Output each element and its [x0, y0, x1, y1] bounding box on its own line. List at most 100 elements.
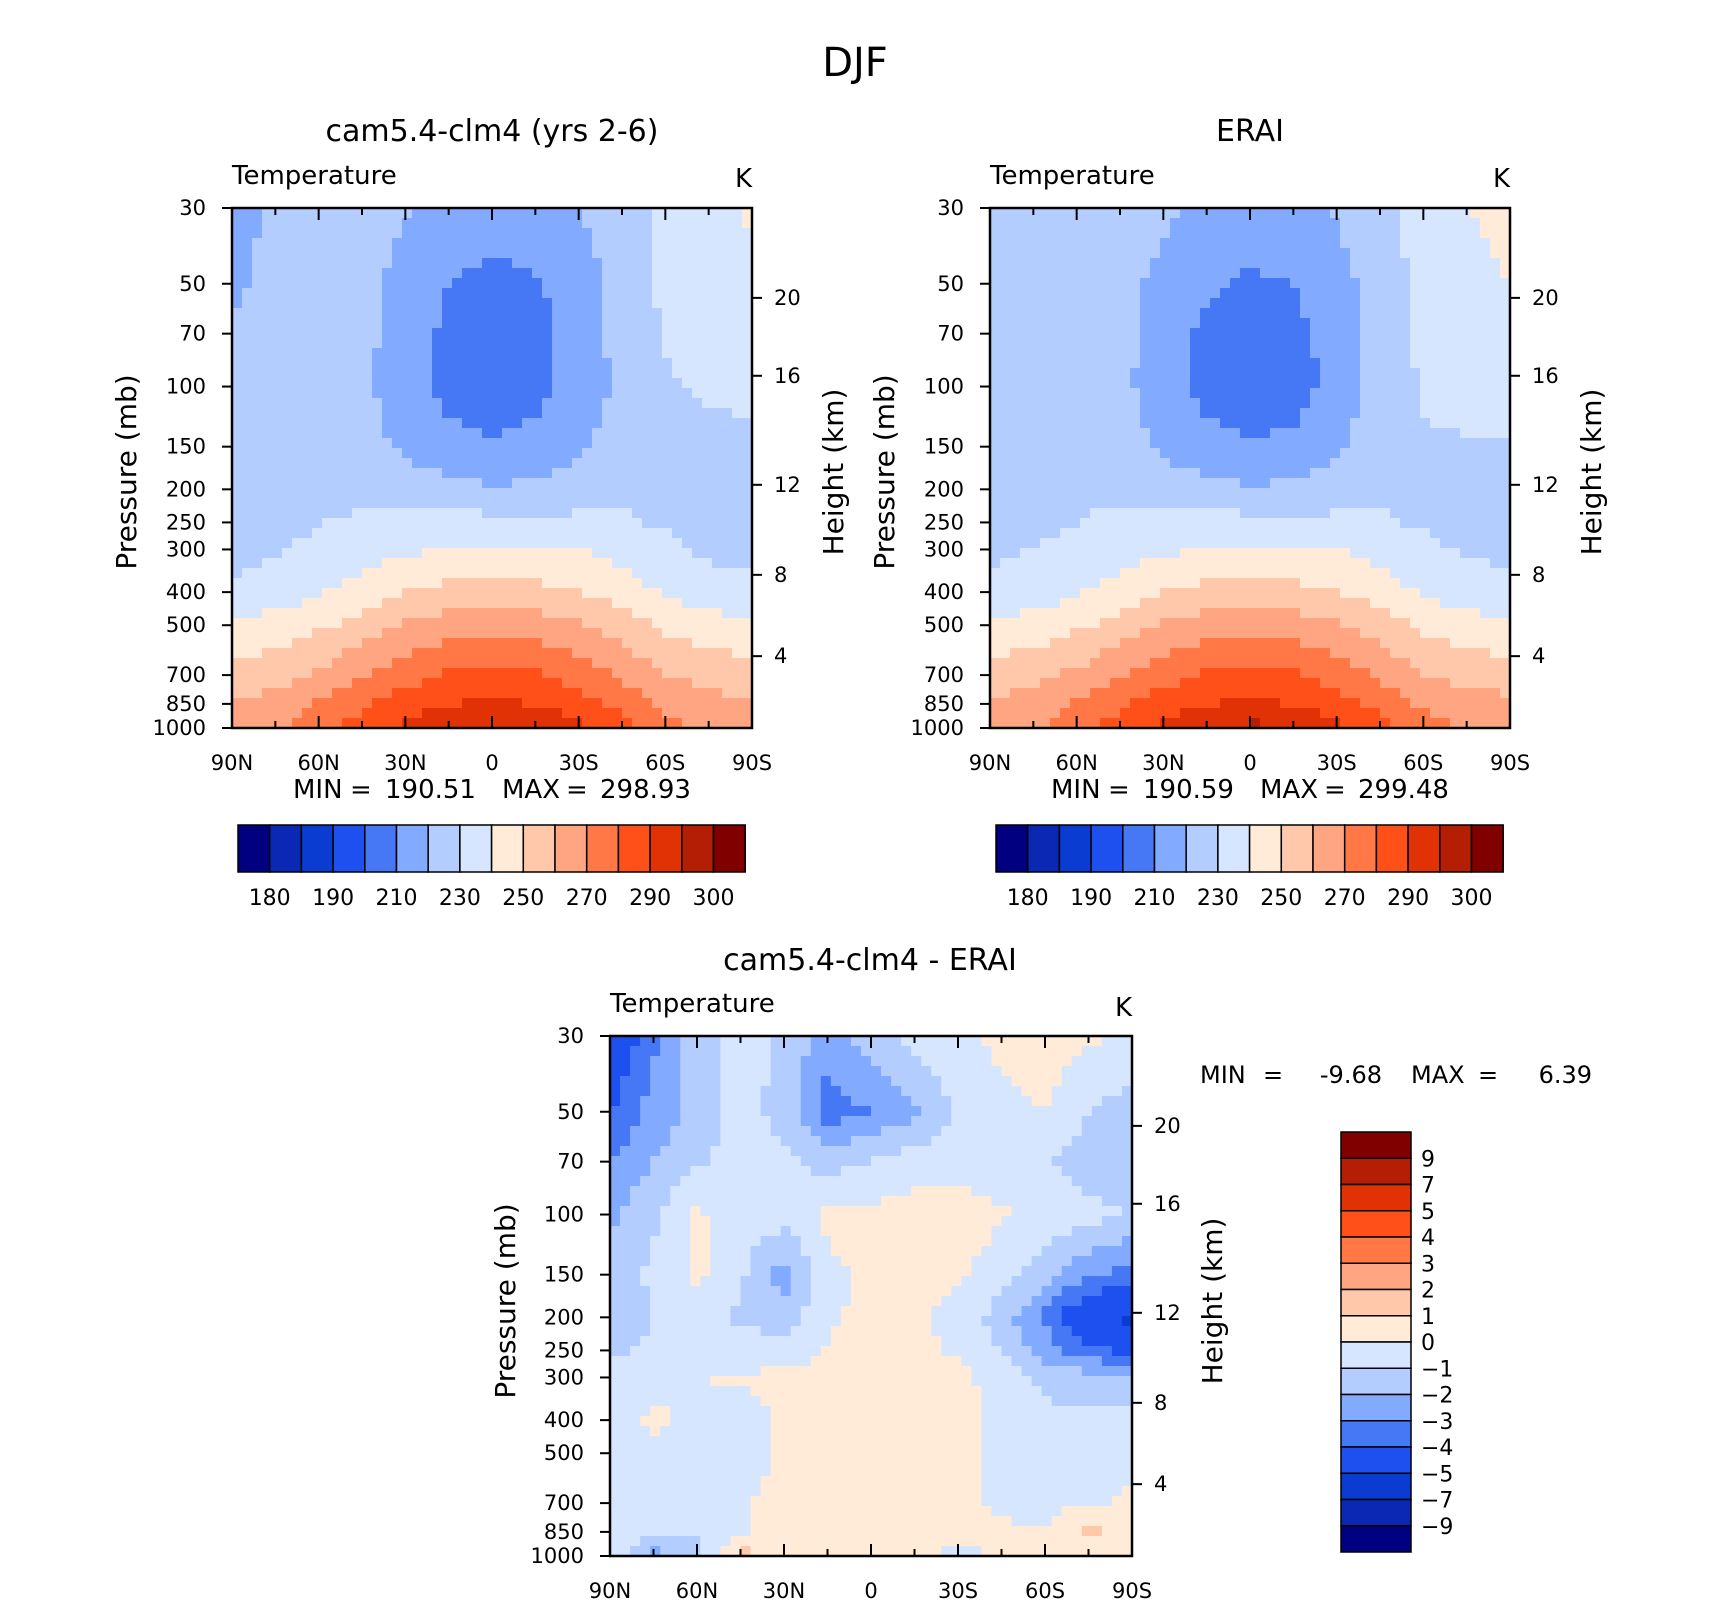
field-cell: [572, 628, 583, 639]
field-cell: [1360, 438, 1371, 449]
field-cell: [1060, 528, 1071, 539]
field-cell: [990, 428, 1001, 439]
field-cell: [1160, 348, 1171, 359]
field-cell: [572, 228, 583, 239]
field-cell: [372, 638, 383, 649]
field-cell: [1230, 538, 1241, 549]
field-cell: [1460, 408, 1471, 419]
field-cell: [1310, 398, 1321, 409]
field-cell: [422, 248, 433, 259]
field-cell: [1220, 428, 1231, 439]
field-cell: [1230, 318, 1241, 329]
field-cell: [712, 388, 723, 399]
field-cell: [302, 618, 313, 629]
field-cell: [682, 238, 693, 249]
field-cell: [732, 228, 743, 239]
field-cell: [1120, 378, 1131, 389]
field-cell: [512, 418, 523, 429]
field-cell: [642, 428, 653, 439]
field-cell: [1450, 348, 1461, 359]
field-cell: [1410, 458, 1421, 469]
field-cell: [502, 628, 513, 639]
field-cell: [1450, 448, 1461, 459]
field-cell: [282, 678, 293, 689]
field-cell: [602, 558, 613, 569]
field-cell: [602, 458, 613, 469]
field-cell: [272, 328, 283, 339]
field-cell: [332, 368, 343, 379]
field-cell: [1060, 618, 1071, 629]
field-cell: [632, 458, 643, 469]
field-cell: [462, 558, 473, 569]
field-cell: [1500, 218, 1511, 229]
field-cell: [1310, 388, 1321, 399]
field-cell: [1010, 278, 1021, 289]
field-cell: [232, 468, 243, 479]
field-cell: [1380, 568, 1391, 579]
field-cell: [732, 598, 743, 609]
field-cell: [1170, 208, 1181, 219]
field-cell: [452, 508, 463, 519]
field-cell: [1340, 318, 1351, 329]
field-cell: [682, 568, 693, 579]
field-cell: [1000, 588, 1011, 599]
field-cell: [712, 458, 723, 469]
field-cell: [1100, 478, 1111, 489]
field-cell: [1260, 208, 1271, 219]
field-cell: [1050, 318, 1061, 329]
field-cell: [262, 408, 273, 419]
field-cell: [1450, 618, 1461, 629]
field-cell: [1100, 228, 1111, 239]
field-cell: [1370, 398, 1381, 409]
field-cell: [502, 328, 513, 339]
field-cell: [1100, 438, 1111, 449]
field-cell: [622, 478, 633, 489]
field-cell: [612, 298, 623, 309]
field-cell: [512, 578, 523, 589]
field-cell: [1260, 278, 1271, 289]
field-cell: [422, 368, 433, 379]
field-cell: [712, 668, 723, 679]
field-cell: [252, 538, 263, 549]
field-cell: [1310, 278, 1321, 289]
field-cell: [1400, 348, 1411, 359]
field-cell: [682, 398, 693, 409]
field-cell: [1120, 528, 1131, 539]
field-cell: [1370, 428, 1381, 439]
field-cell: [392, 498, 403, 509]
field-cell: [1060, 298, 1071, 309]
field-cell: [1390, 598, 1401, 609]
field-cell: [552, 308, 563, 319]
field-cell: [662, 398, 673, 409]
field-cell: [702, 618, 713, 629]
field-cell: [1110, 258, 1121, 269]
field-cell: [1310, 218, 1321, 229]
field-cell: [1100, 538, 1111, 549]
field-cell: [1220, 518, 1231, 529]
field-cell: [262, 398, 273, 409]
field-cell: [602, 548, 613, 559]
field-cell: [990, 288, 1001, 299]
field-cell: [412, 208, 423, 219]
field-cell: [542, 518, 553, 529]
field-cell: [1300, 518, 1311, 529]
field-cell: [1290, 498, 1301, 509]
field-cell: [1470, 598, 1481, 609]
field-cell: [1330, 488, 1341, 499]
field-cell: [742, 658, 753, 669]
field-cell: [422, 418, 433, 429]
field-cell: [452, 208, 463, 219]
field-cell: [592, 388, 603, 399]
colorbar-label: 270: [566, 886, 608, 911]
field-cell: [562, 478, 573, 489]
field-cell: [1070, 328, 1081, 339]
field-cell: [452, 288, 463, 299]
field-cell: [542, 508, 553, 519]
field-cell: [702, 318, 713, 329]
field-cell: [1000, 308, 1011, 319]
field-cell: [1270, 388, 1281, 399]
field-cell: [1320, 408, 1331, 419]
field-cell: [1200, 578, 1211, 589]
field-cell: [1340, 288, 1351, 299]
field-cell: [1380, 408, 1391, 419]
